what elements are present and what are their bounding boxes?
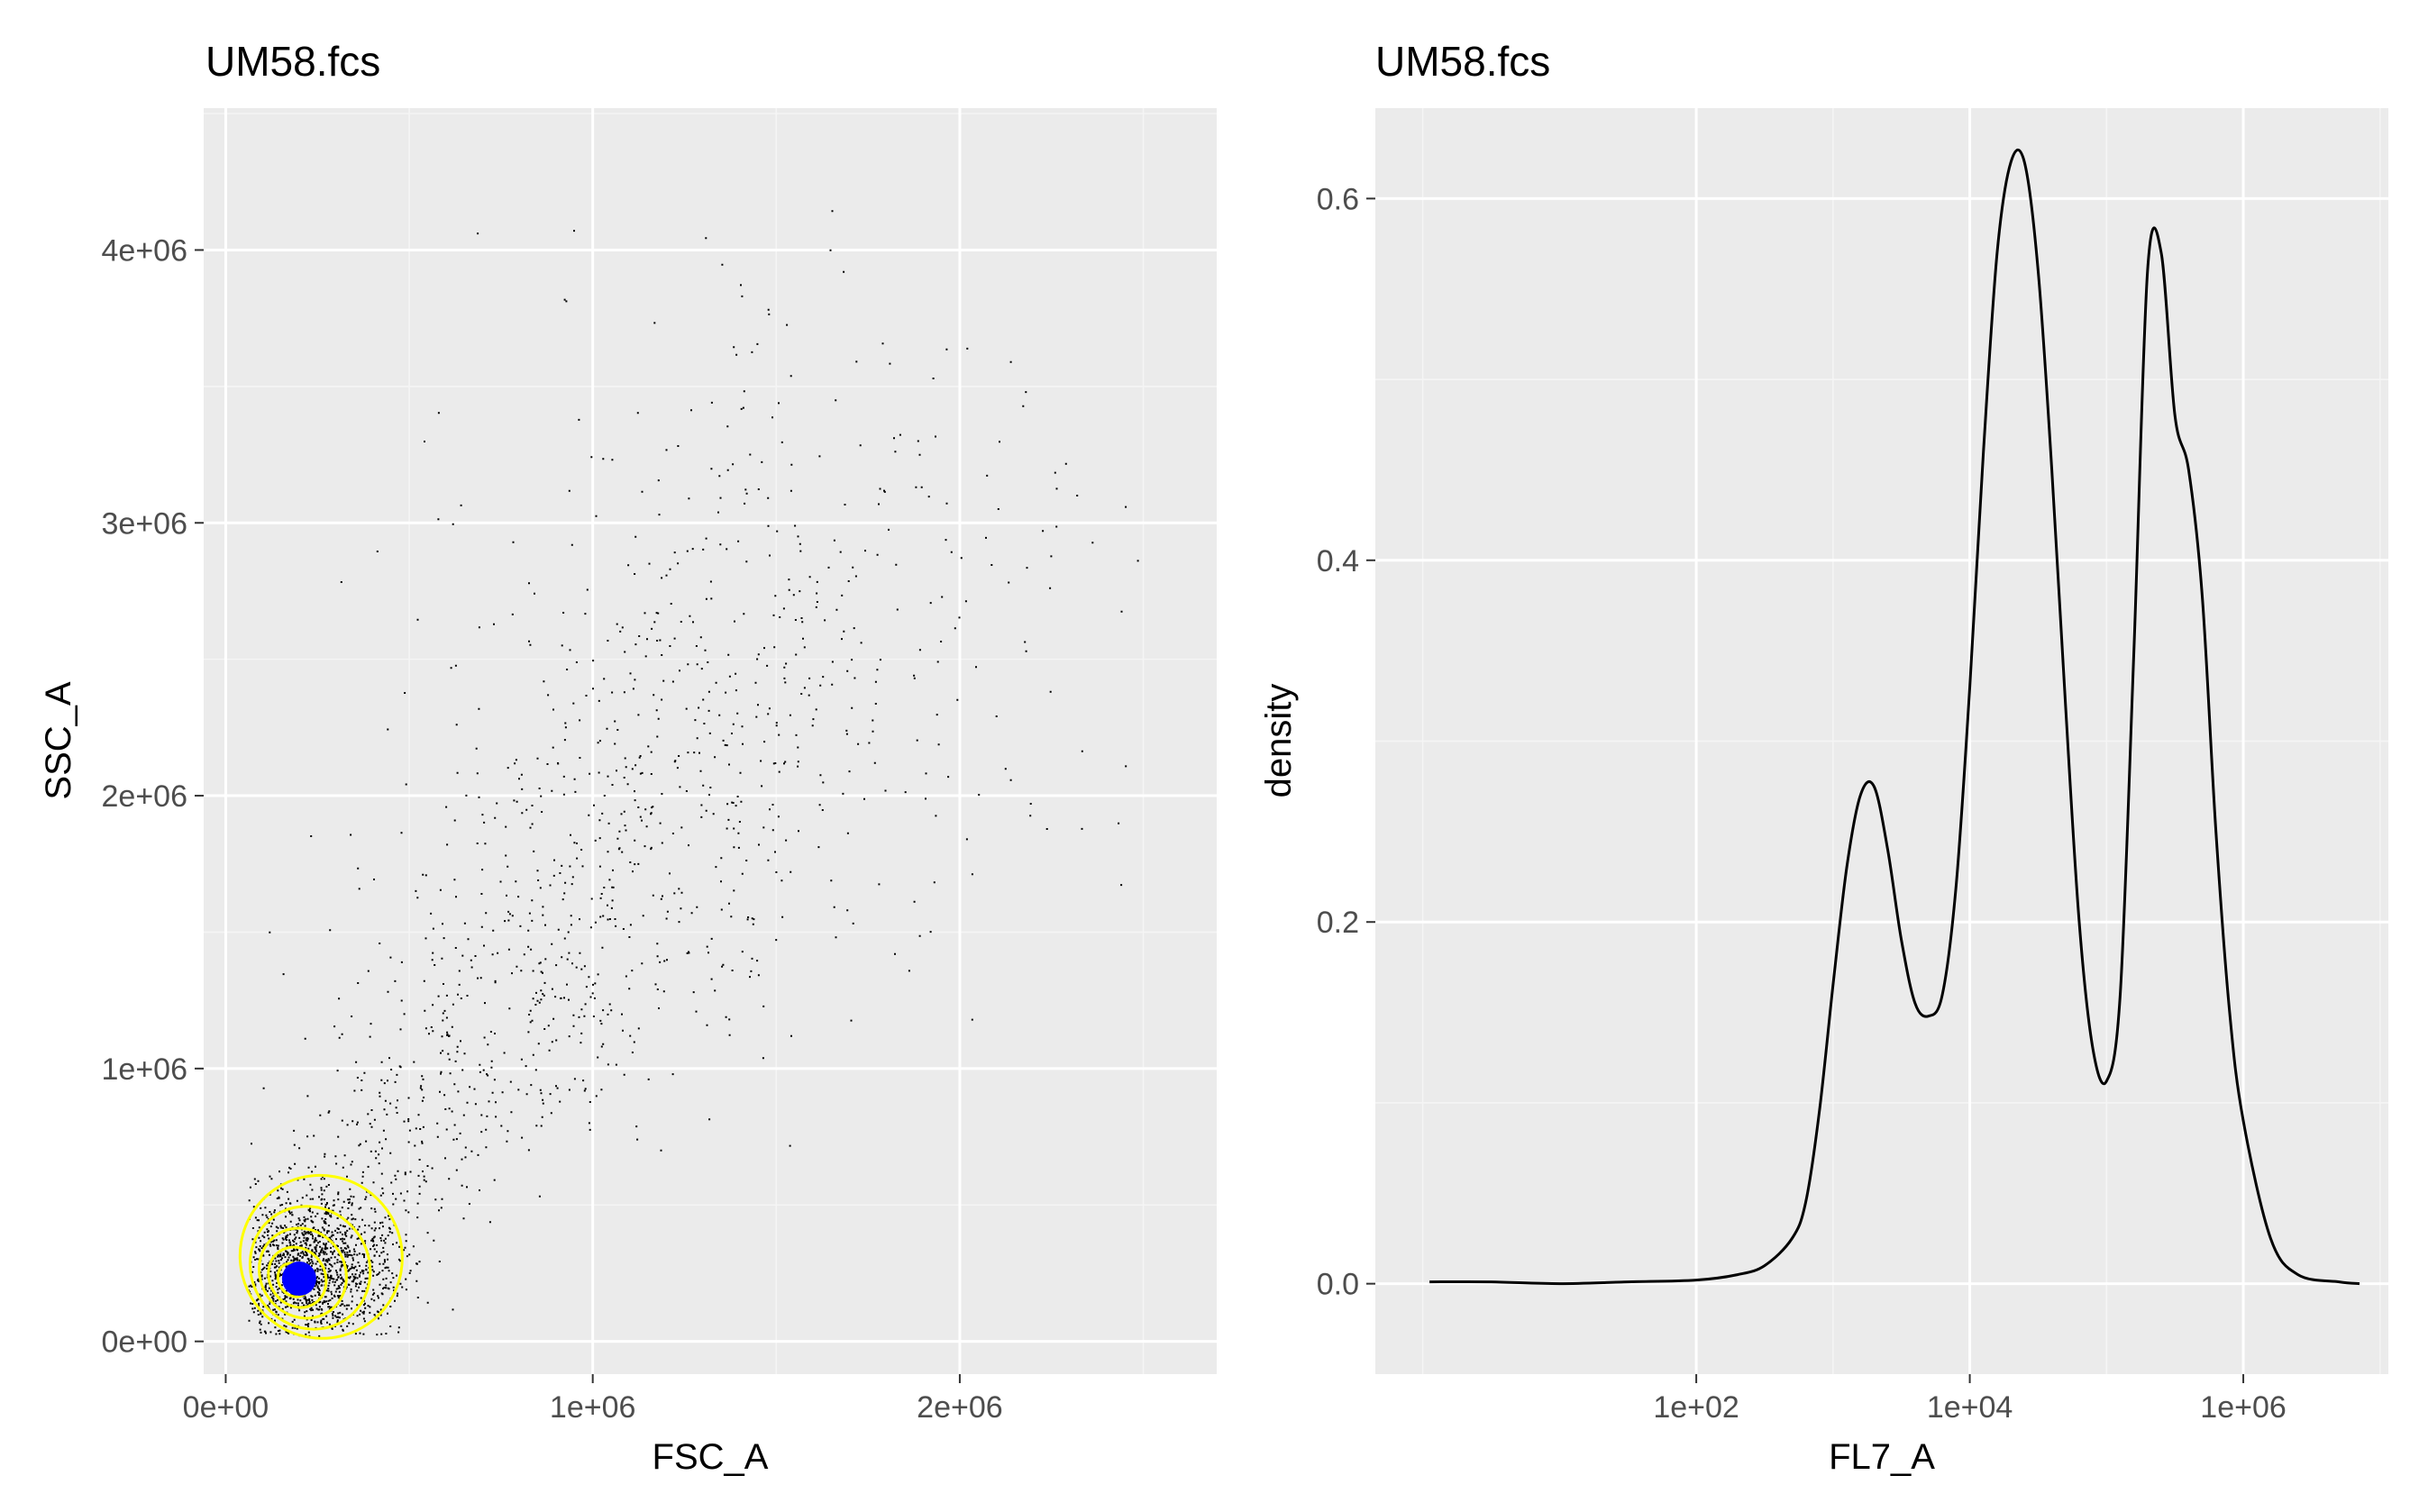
scatter-center-marker bbox=[281, 1262, 316, 1297]
scatter-x-ticks: 0e+00 1e+06 2e+06 bbox=[183, 1374, 1003, 1425]
scatter-density-contours bbox=[238, 1173, 404, 1340]
scatter-title: UM58.fcs bbox=[205, 38, 380, 85]
scatter-y-tick-label: 2e+06 bbox=[102, 779, 188, 814]
scatter-gridlines bbox=[204, 108, 1217, 1374]
density-x-axis-title: FL7_A bbox=[1829, 1437, 1935, 1477]
density-x-ticks: 1e+02 1e+04 1e+06 bbox=[1653, 1374, 2287, 1425]
density-title: UM58.fcs bbox=[1375, 38, 1550, 85]
scatter-y-tick-label: 1e+06 bbox=[102, 1052, 188, 1087]
density-x-tick-label: 1e+04 bbox=[1927, 1390, 2013, 1425]
scatter-y-tick-label: 3e+06 bbox=[102, 506, 188, 541]
scatter-x-axis-title: FSC_A bbox=[653, 1437, 769, 1477]
scatter-contour-ring bbox=[258, 1226, 348, 1320]
scatter-contour-ring bbox=[267, 1245, 328, 1309]
scatter-contour-ring bbox=[238, 1173, 404, 1340]
density-curve bbox=[1429, 148, 2360, 1286]
scatter-x-tick-label: 1e+06 bbox=[550, 1390, 636, 1425]
scatter-y-tick-label: 4e+06 bbox=[102, 233, 188, 268]
density-x-tick-label: 1e+02 bbox=[1653, 1390, 1739, 1425]
density-y-axis-title: density bbox=[1259, 684, 1299, 798]
density-gridlines bbox=[1375, 108, 2388, 1374]
density-y-tick-label: 0.6 bbox=[1317, 182, 1359, 216]
density-y-ticks: 0.0 0.2 0.4 0.6 bbox=[1317, 182, 1375, 1302]
scatter-center-point bbox=[281, 1262, 316, 1297]
scatter-y-ticks: 0e+00 1e+06 2e+06 3e+06 4e+06 bbox=[102, 233, 204, 1360]
density-y-tick-label: 0.0 bbox=[1317, 1268, 1359, 1302]
density-panel: UM58.fcs 1e+02 1e+04 1e+06 0.0 0.2 0.4 0.6 FL… bbox=[1259, 38, 2388, 1477]
scatter-x-tick-label: 2e+06 bbox=[917, 1390, 1003, 1425]
scatter-plot-background bbox=[204, 108, 1217, 1374]
density-series bbox=[1429, 148, 2360, 1286]
scatter-y-axis-title: SSC_A bbox=[39, 681, 78, 799]
density-x-tick-label: 1e+06 bbox=[2200, 1390, 2287, 1425]
scatter-panel: UM58.fcs 0e+00 1e+06 2e+06 0e+00 1e+06 2e+06… bbox=[39, 38, 1217, 1477]
scatter-y-tick-label: 0e+00 bbox=[102, 1325, 188, 1360]
scatter-x-tick-label: 0e+00 bbox=[183, 1390, 269, 1425]
density-y-tick-label: 0.4 bbox=[1317, 544, 1359, 578]
density-y-tick-label: 0.2 bbox=[1317, 906, 1359, 940]
scatter-contour-ring bbox=[248, 1205, 372, 1331]
